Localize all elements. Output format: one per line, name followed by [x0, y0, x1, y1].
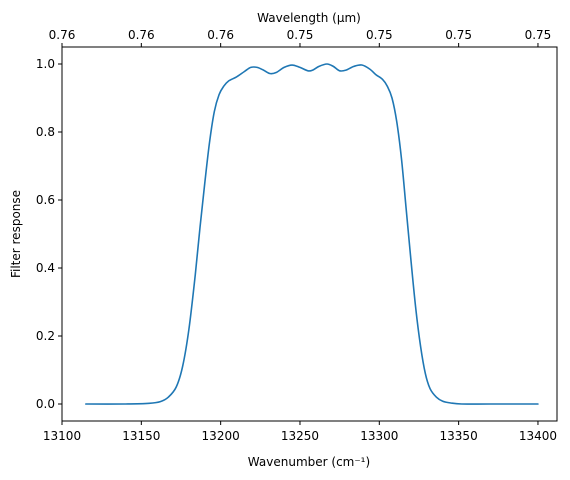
x-tick-label: 13350 — [440, 429, 478, 443]
series-line — [85, 63, 539, 405]
top-tick-label: 0.75 — [525, 28, 552, 42]
top-tick-label: 0.76 — [49, 28, 76, 42]
top-tick-label: 0.75 — [445, 28, 472, 42]
y-tick-label: 0.6 — [36, 193, 55, 207]
top-tick-label: 0.75 — [366, 28, 393, 42]
bottom-axis-ticks: 13100 13150 13200 13250 13300 13350 13400 — [43, 421, 557, 443]
y-tick-label: 0.8 — [36, 125, 55, 139]
y-axis-label: Filter response — [9, 190, 23, 278]
x-tick-label: 13250 — [281, 429, 319, 443]
top-tick-label: 0.76 — [207, 28, 234, 42]
x-tick-label: 13200 — [202, 429, 240, 443]
plot-frame — [61, 46, 558, 422]
y-tick-label: 1.0 — [36, 57, 55, 71]
x-tick-label: 13400 — [519, 429, 557, 443]
y-tick-label: 0.4 — [36, 261, 55, 275]
top-tick-label: 0.76 — [128, 28, 155, 42]
top-tick-label: 0.75 — [287, 28, 314, 42]
left-axis-ticks: 0.0 0.2 0.4 0.6 0.8 1.0 — [36, 57, 62, 411]
y-tick-label: 0.0 — [36, 397, 55, 411]
x-tick-label: 13150 — [122, 429, 160, 443]
top-axis-ticks: 0.76 0.76 0.76 0.75 0.75 0.75 0.75 — [49, 28, 552, 47]
y-tick-label: 0.2 — [36, 329, 55, 343]
x-tick-label: 13100 — [43, 429, 81, 443]
x-tick-label: 13300 — [360, 429, 398, 443]
x-axis-label: Wavenumber (cm⁻¹) — [248, 455, 370, 469]
top-axis-label: Wavelength (μm) — [257, 11, 361, 25]
